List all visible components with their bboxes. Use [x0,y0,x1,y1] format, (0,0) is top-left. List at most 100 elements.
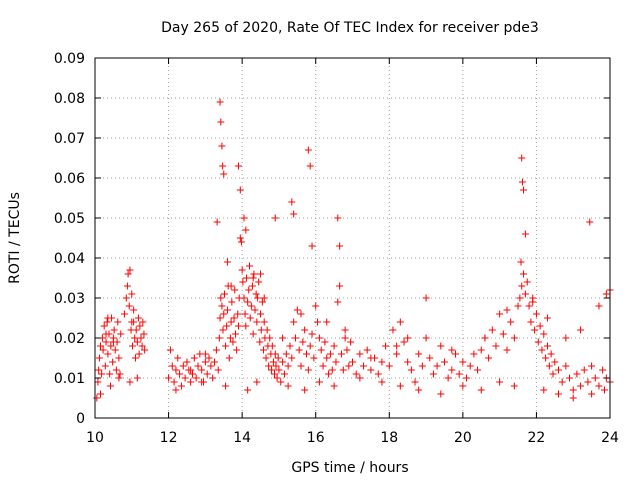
data-point [212,346,220,354]
data-point [367,366,375,374]
data-point [111,346,119,354]
data-point [429,370,437,378]
x-tick-label: 10 [86,430,104,446]
data-point [244,386,252,394]
data-point [569,386,577,394]
data-point [520,270,528,278]
data-point [172,366,180,374]
data-point [219,326,227,334]
data-point [102,330,110,338]
x-axis-label: GPS time / hours [291,460,408,476]
data-point [523,278,531,286]
data-point [274,354,282,362]
data-point [266,334,274,342]
data-point [536,322,544,330]
data-point [271,350,279,358]
data-point [517,258,525,266]
data-point [367,354,375,362]
data-point [549,370,557,378]
data-point [100,322,108,330]
data-point [297,362,305,370]
data-point [203,370,211,378]
data-point [437,342,445,350]
data-point [555,390,562,398]
data-point [174,354,182,362]
data-point [532,310,540,318]
data-point [448,346,456,354]
data-point [165,374,173,382]
data-point [231,286,239,294]
data-point [459,382,467,390]
data-point [474,366,482,374]
data-point [452,350,459,358]
data-point [481,334,489,342]
x-tick-label: 24 [601,430,619,446]
data-point [133,338,141,346]
data-point [280,370,288,378]
data-point [243,274,251,282]
data-point [547,350,555,358]
data-point [277,378,285,386]
data-point [400,338,408,346]
data-point [139,318,147,326]
data-point [534,338,542,346]
data-point [216,98,224,106]
data-point [273,374,281,382]
data-point [223,258,231,266]
data-point [126,266,134,274]
data-point [303,350,311,358]
data-point [275,366,283,374]
data-point [128,290,136,298]
data-point [188,370,196,378]
data-point [531,326,539,334]
data-point [580,366,588,374]
data-point [488,326,496,334]
data-point [415,386,423,394]
data-point [271,214,279,222]
data-point [207,362,215,370]
data-point [230,314,238,322]
data-point [114,318,122,326]
data-point [518,282,526,290]
data-point [198,366,206,374]
data-point [125,302,133,310]
data-point [131,334,139,342]
data-point [107,342,115,350]
data-point [198,378,206,386]
data-point [109,358,117,366]
data-point [187,366,195,374]
data-point [194,362,202,370]
data-point [319,362,327,370]
data-point [102,338,110,346]
data-point [97,342,105,350]
data-point [104,314,112,322]
data-point [226,334,234,342]
data-point [304,366,312,374]
data-point [356,350,364,358]
data-point [407,366,415,374]
data-point [115,374,123,382]
data-point [249,330,257,338]
data-point [201,358,209,366]
data-point [321,338,329,346]
data-point [217,294,225,302]
x-tick-label: 22 [528,430,546,446]
data-point [393,350,401,358]
data-point [216,314,224,322]
data-point [521,230,529,238]
data-point [288,354,296,362]
data-point [176,370,184,378]
data-point [257,270,265,278]
y-tick-label: 0.03 [54,291,85,307]
data-point [268,342,276,350]
data-point [562,334,570,342]
data-point [241,310,249,318]
data-point [518,178,526,186]
data-point [485,354,493,362]
data-point [227,282,235,290]
data-point [223,306,231,314]
y-tick-label: 0.08 [54,91,85,107]
data-point [312,302,320,310]
data-point [242,322,250,330]
data-point [306,162,314,170]
